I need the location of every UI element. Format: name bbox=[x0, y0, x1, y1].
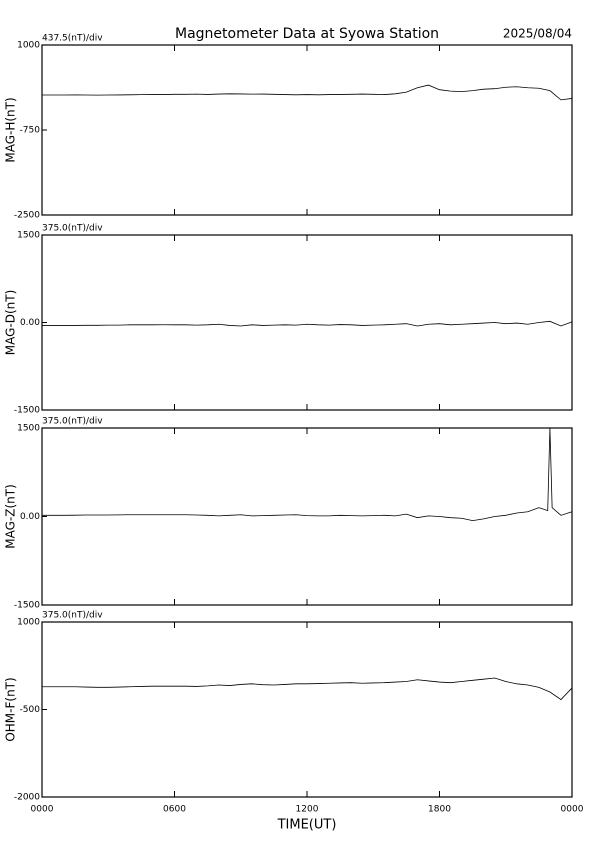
chart-date: 2025/08/04 bbox=[503, 27, 572, 41]
panel-frame bbox=[41, 44, 573, 216]
y-axis-label: OHM-F(nT) bbox=[4, 677, 18, 741]
scale-label: 437.5(nT)/div bbox=[42, 34, 103, 44]
x-tick-label: 0000 bbox=[31, 805, 54, 815]
scale-label: 375.0(nT)/div bbox=[42, 417, 103, 427]
y-tick-label: -2500 bbox=[14, 211, 40, 221]
y-tick-label: -750 bbox=[20, 126, 41, 136]
y-axis-label: MAG-H(nT) bbox=[4, 97, 18, 162]
y-tick-label: -1500 bbox=[14, 601, 40, 611]
y-tick-label: 1500 bbox=[17, 424, 40, 434]
panel-frame bbox=[41, 621, 573, 798]
data-line bbox=[42, 320, 573, 327]
y-tick-label: 1000 bbox=[17, 41, 40, 51]
data-line bbox=[42, 677, 573, 701]
y-axis-label: MAG-Z(nT) bbox=[4, 484, 18, 549]
x-axis-label: TIME(UT) bbox=[277, 818, 337, 833]
y-tick-label: -2000 bbox=[14, 793, 40, 803]
y-tick-label: 0.00 bbox=[20, 512, 40, 522]
x-tick-label: 0600 bbox=[163, 805, 186, 815]
chart-title: Magnetometer Data at Syowa Station bbox=[175, 26, 439, 42]
scale-label: 375.0(nT)/div bbox=[42, 224, 103, 234]
x-tick-label: 1800 bbox=[428, 805, 451, 815]
y-tick-label: -1500 bbox=[14, 406, 40, 416]
data-line bbox=[42, 427, 573, 522]
y-tick-label: 1000 bbox=[17, 618, 40, 628]
y-tick-label: 1500 bbox=[17, 231, 40, 241]
data-line bbox=[42, 84, 573, 101]
y-axis-label: MAG-D(nT) bbox=[4, 290, 18, 356]
x-tick-label: 1200 bbox=[296, 805, 319, 815]
y-tick-label: 0.00 bbox=[20, 318, 40, 328]
panel-frame bbox=[41, 427, 573, 606]
y-tick-label: -500 bbox=[20, 705, 41, 715]
scale-label: 375.0(nT)/div bbox=[42, 611, 103, 621]
x-tick-label: 0000 bbox=[561, 805, 584, 815]
